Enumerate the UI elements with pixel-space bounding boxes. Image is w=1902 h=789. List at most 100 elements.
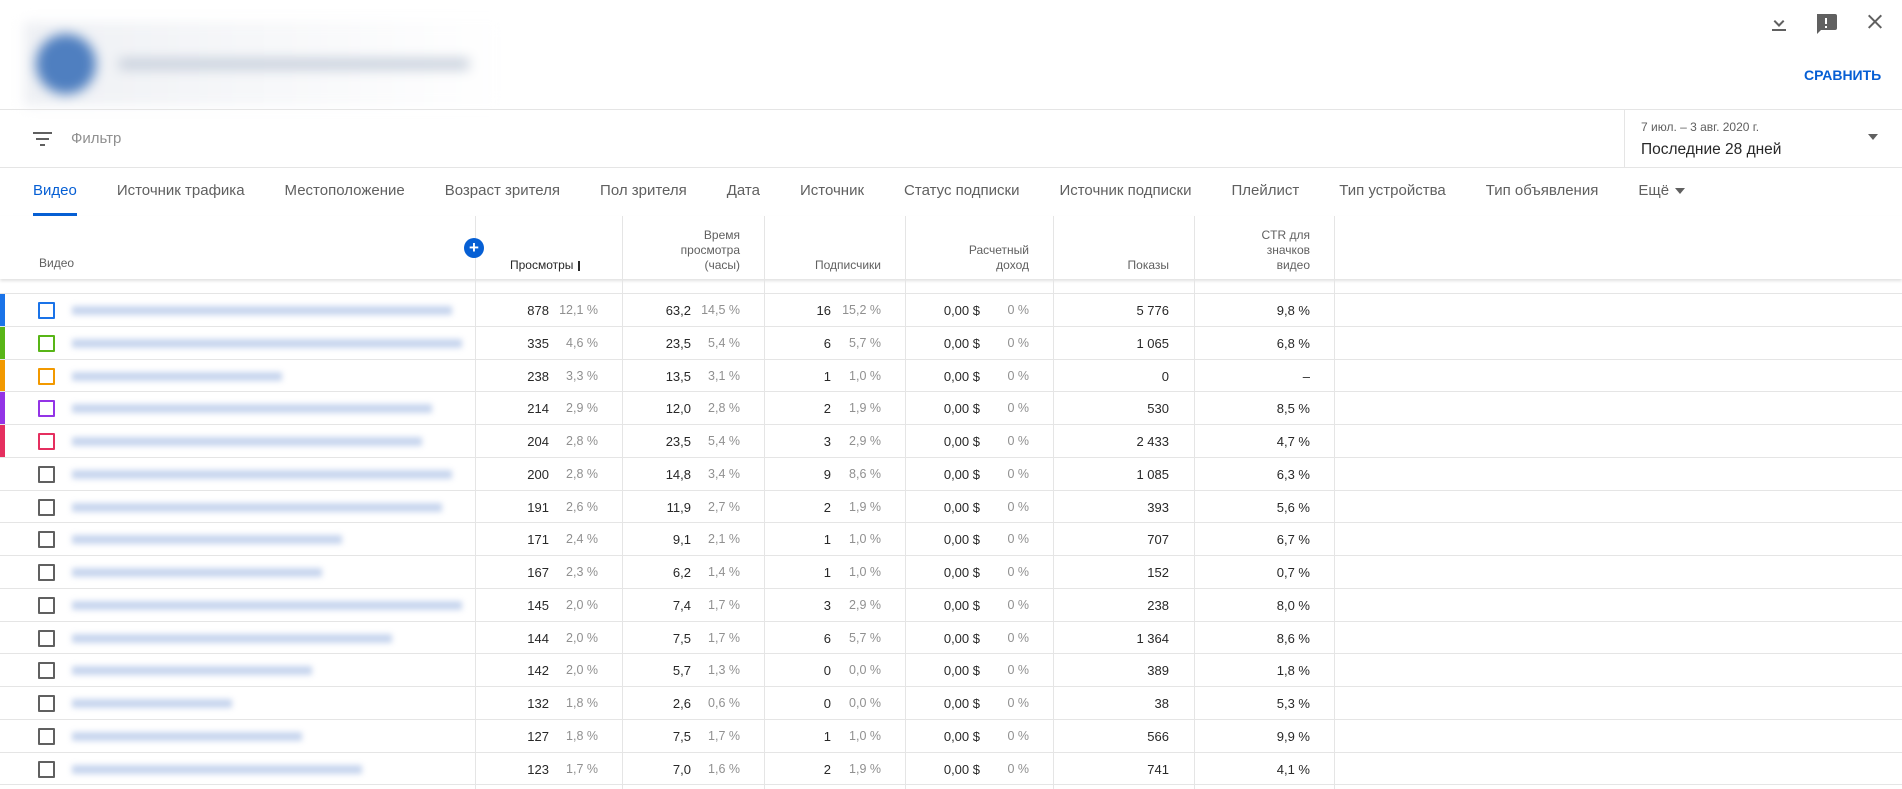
channel-blur xyxy=(24,22,504,106)
tab[interactable]: Местоположение xyxy=(284,182,405,199)
checkbox[interactable] xyxy=(38,334,55,352)
download-icon[interactable] xyxy=(1772,14,1786,31)
cell-share: 2,0 % xyxy=(566,630,598,645)
column-header[interactable]: Просмотры xyxy=(485,216,580,273)
cell-value: 23,5 xyxy=(665,434,691,449)
cell-value: 142 xyxy=(527,663,549,679)
data-table: 878 12,1 % 63,2 14,5 % 16 15,2 % 0,00 $0 % 5 77… xyxy=(0,216,1902,789)
cell-value: 335 xyxy=(527,335,549,351)
column-header[interactable]: Время просмотра (часы) xyxy=(632,216,740,273)
checkbox[interactable] xyxy=(38,662,55,680)
cell-value: 13,5 xyxy=(665,368,691,384)
column-header[interactable]: CTR для значков видео xyxy=(1204,216,1311,273)
cell-share: 0 % xyxy=(1007,663,1029,678)
column-header-text: Просмотры xyxy=(510,258,574,272)
tab[interactable]: Источник xyxy=(799,182,865,199)
cell-share: 0 % xyxy=(1007,728,1029,743)
table-row: 167 2,3 % 6,2 1,4 % 1 1,0 % 0,00 $ 0 % 152 0,7 % xyxy=(0,556,1902,589)
table-row: 142 2,0 % 5,7 1,3 % 0 0,0 % 0,00 $ 0 % 389 1,8 % xyxy=(0,654,1902,687)
checkbox[interactable] xyxy=(38,695,55,712)
date-range: 7 июл. – 3 авг. 2020 г. xyxy=(1641,120,1760,134)
cell-value: 393 xyxy=(1147,499,1169,515)
cell-share: 3,3 % xyxy=(566,368,598,383)
tab[interactable]: Статус подписки xyxy=(904,182,1020,199)
more-arrow xyxy=(1675,188,1686,194)
tab[interactable]: Пол зрителя xyxy=(600,182,687,199)
checkbox[interactable] xyxy=(38,596,55,614)
video-title-blur xyxy=(72,338,462,348)
period-select[interactable]: Последние 28 дней xyxy=(1641,141,1782,158)
close-icon[interactable] xyxy=(1868,14,1882,29)
tab[interactable]: Тип устройства xyxy=(1339,182,1446,199)
cell-share: 6,3 % xyxy=(1276,466,1310,482)
column-header[interactable]: Показы xyxy=(1063,216,1169,273)
table-row: 214 2,9 % 12,0 2,8 % 2 1,9 % 0,00 $ 0 % 530 8,5 % xyxy=(0,392,1902,425)
cell-value: 7,0 xyxy=(672,761,691,777)
checkbox[interactable] xyxy=(38,433,55,450)
tab[interactable]: Дата xyxy=(726,182,760,199)
compare-button[interactable]: СРАВНИТЬ xyxy=(1804,67,1882,83)
tab[interactable]: Источник трафика xyxy=(116,182,245,199)
checkbox[interactable] xyxy=(38,400,55,418)
column-header[interactable]: Расчетный доход xyxy=(915,216,1029,273)
cell-value: 2 433 xyxy=(1136,434,1169,449)
avatar xyxy=(36,34,96,94)
cell-share: 1,7 % xyxy=(708,597,740,612)
cell-value: 23,5 xyxy=(665,335,691,351)
checkbox[interactable] xyxy=(38,465,55,483)
filter-icon[interactable] xyxy=(32,130,54,148)
cell-share: 8,0 % xyxy=(1276,597,1310,613)
cell-value: 7,5 xyxy=(672,728,691,744)
checkbox[interactable] xyxy=(38,629,55,647)
cell-share: 0 % xyxy=(1007,630,1029,645)
cell-share: 2,3 % xyxy=(566,565,598,579)
tab[interactable]: Плейлист xyxy=(1231,182,1300,199)
cell-share: 8,6 % xyxy=(1276,630,1310,646)
cell-value: 6 xyxy=(823,335,831,351)
column-header[interactable]: Подписчики xyxy=(774,216,881,273)
cell-share: 0 % xyxy=(1007,532,1029,547)
checkbox[interactable] xyxy=(38,367,55,385)
tab[interactable]: Источник подписки xyxy=(1059,182,1192,199)
sort-arrow xyxy=(578,261,580,271)
tab[interactable]: Тип объявления xyxy=(1485,182,1599,199)
dropdown-arrow[interactable] xyxy=(1868,134,1880,142)
cell-share: – xyxy=(1302,368,1310,384)
cell-share: 1,0 % xyxy=(849,565,881,579)
cell-value: 1 xyxy=(823,368,831,384)
cell-share: 4,6 % xyxy=(566,335,598,350)
cell-share: 1,4 % xyxy=(708,565,740,579)
checkbox[interactable] xyxy=(38,564,55,581)
cell-value: 7,4 xyxy=(672,597,691,613)
cell-share: 5,7 % xyxy=(849,335,881,350)
cell-share: 2,9 % xyxy=(566,401,598,416)
checkbox[interactable] xyxy=(38,498,55,516)
tab[interactable]: Видео xyxy=(33,182,77,216)
video-title-blur xyxy=(72,666,312,676)
cell-value: 0,00 $ xyxy=(943,532,980,548)
cell-value: 1 085 xyxy=(1136,466,1169,482)
table-row: 204 2,8 % 23,5 5,4 % 3 2,9 % 0,00 $ 0 % 2 433 4,7… xyxy=(0,425,1902,458)
table-row: 145 2,0 % 7,4 1,7 % 3 2,9 % 0,00 $ 0 % 238 8,0 % xyxy=(0,589,1902,622)
add-metric-button[interactable]: + xyxy=(464,238,484,258)
cell-share: 3,1 % xyxy=(708,368,740,383)
video-title-blur xyxy=(72,404,432,414)
cell-value: 191 xyxy=(527,499,549,515)
checkbox[interactable] xyxy=(38,302,55,319)
cell-share: 1,7 % xyxy=(708,630,740,645)
filter-input[interactable]: Фильтр xyxy=(71,130,122,147)
cell-share: 2,0 % xyxy=(566,663,598,678)
checkbox[interactable] xyxy=(38,727,55,745)
cell-share: 1,8 % xyxy=(566,696,598,710)
column-header-text: Расчетный доход xyxy=(968,243,1029,272)
tab[interactable]: Возраст зрителя xyxy=(444,182,561,199)
cell-share: 0 % xyxy=(1007,303,1029,317)
checkbox[interactable] xyxy=(38,760,55,778)
checkbox[interactable] xyxy=(38,531,55,549)
feedback-icon[interactable] xyxy=(1817,14,1837,34)
cell-value: 741 xyxy=(1147,761,1169,777)
tab[interactable]: Ещё xyxy=(1638,182,1687,216)
cell-value: 238 xyxy=(527,368,549,384)
cell-share: 2,8 % xyxy=(566,434,598,448)
